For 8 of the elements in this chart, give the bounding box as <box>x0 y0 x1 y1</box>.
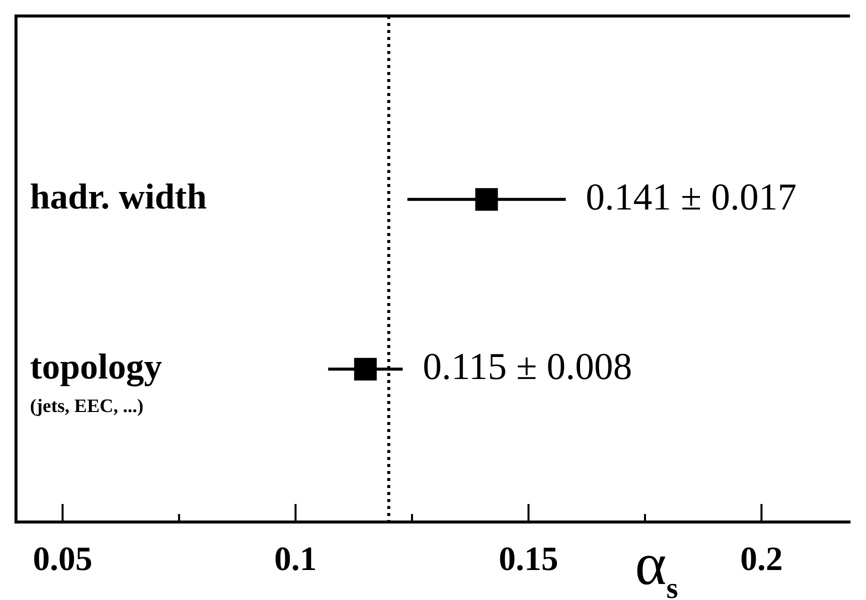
y-tick-label: topology (jets, EEC, ...) <box>30 346 162 418</box>
x-tick-label: 0.2 <box>740 540 783 578</box>
y-tick-label: hadr. width <box>30 176 207 217</box>
x-tick-label: 0.15 <box>498 540 558 578</box>
data-label: 0.115 ± 0.008 <box>422 346 632 388</box>
x-tick-label: 0.05 <box>32 540 92 578</box>
x-tick-label: 0.1 <box>274 540 317 578</box>
data-label: 0.141 ± 0.017 <box>586 176 797 218</box>
